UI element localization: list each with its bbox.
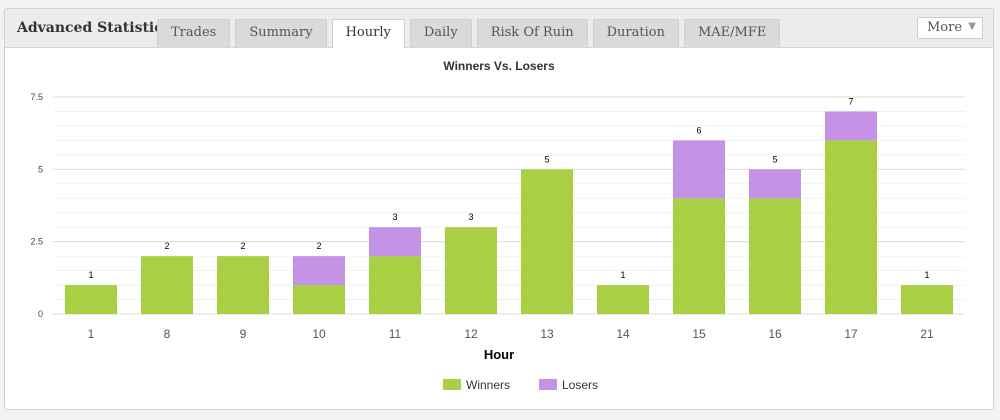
bar-losers	[293, 256, 345, 286]
bar-losers	[749, 169, 801, 199]
bar-winners	[673, 198, 725, 314]
bar-total-label: 2	[316, 241, 321, 251]
y-tick-label: 2.5	[30, 237, 43, 247]
grid-lines	[53, 96, 965, 315]
tab-trades[interactable]: Trades	[157, 19, 231, 47]
x-tick-label: 16	[768, 327, 782, 341]
legend: Winners Losers	[443, 378, 598, 392]
triangle-down-icon: ▼	[968, 21, 976, 32]
bar-total-label: 7	[848, 96, 853, 106]
bar-winners	[749, 198, 801, 314]
bar-total-label: 2	[240, 241, 245, 251]
bar-winners	[369, 256, 421, 314]
more-dropdown-button[interactable]: More ▼	[917, 17, 983, 39]
x-axis-title: Hour	[484, 347, 514, 362]
bar-total-label: 1	[88, 270, 93, 280]
panel-title: Advanced Statistics	[17, 20, 171, 36]
bar-total-label: 1	[924, 270, 929, 280]
bar-total-label: 5	[772, 154, 777, 164]
tab-mae-mfe[interactable]: MAE/MFE	[683, 19, 781, 47]
tab-daily[interactable]: Daily	[409, 19, 472, 47]
bar-losers	[369, 227, 421, 257]
x-tick-label: 8	[164, 327, 171, 341]
x-tick-label: 13	[540, 327, 554, 341]
bar-total-label: 3	[468, 212, 473, 222]
x-tick-label: 17	[844, 327, 858, 341]
bar-winners	[521, 169, 573, 314]
tab-risk-of-ruin[interactable]: Risk Of Ruin	[476, 19, 588, 47]
bar-winners	[901, 285, 953, 314]
legend-label-losers: Losers	[562, 378, 598, 392]
bar-winners	[445, 227, 497, 314]
y-tick-label: 5	[38, 164, 43, 174]
x-tick-label: 15	[692, 327, 706, 341]
x-axis: 1 8 9 10 11 12 13 14 15 16 17 21	[88, 327, 934, 341]
advanced-statistics-panel: Advanced Statistics Trades Summary Hourl…	[4, 8, 994, 410]
bars: 1 2 2 2 3 3 5 1 6 5 7 1	[65, 96, 953, 314]
bar-total-label: 5	[544, 154, 549, 164]
bar-total-label: 3	[392, 212, 397, 222]
more-label: More	[927, 20, 963, 35]
y-tick-label: 7.5	[30, 92, 43, 102]
x-tick-label: 1	[88, 327, 95, 341]
bar-winners	[141, 256, 193, 314]
panel-header: Advanced Statistics Trades Summary Hourl…	[5, 9, 993, 48]
x-tick-label: 10	[312, 327, 326, 341]
bar-losers	[673, 140, 725, 199]
x-tick-label: 21	[920, 327, 934, 341]
tab-hourly[interactable]: Hourly	[331, 19, 405, 48]
tab-summary[interactable]: Summary	[235, 19, 327, 47]
bar-total-label: 2	[164, 241, 169, 251]
bar-winners	[293, 285, 345, 314]
legend-label-winners: Winners	[466, 378, 510, 392]
x-tick-label: 11	[389, 327, 402, 341]
bar-winners	[597, 285, 649, 314]
legend-swatch-losers	[539, 379, 557, 390]
y-tick-label: 0	[38, 309, 43, 319]
x-tick-label: 14	[616, 327, 630, 341]
bar-losers	[825, 111, 877, 141]
bar-total-label: 1	[620, 270, 625, 280]
x-tick-label: 9	[240, 327, 247, 341]
bar-winners	[217, 256, 269, 314]
bar-winners	[825, 140, 877, 314]
y-axis: 0 2.5 5 7.5	[30, 92, 43, 319]
tab-duration[interactable]: Duration	[592, 19, 679, 47]
legend-swatch-winners	[443, 379, 461, 390]
winners-vs-losers-chart: Winners Vs. Losers 02.557.5 12 2 23 3516571…	[30, 59, 965, 392]
bar-winners	[65, 285, 117, 314]
chart-title: Winners Vs. Losers	[443, 59, 555, 73]
bar-total-label: 6	[696, 125, 701, 135]
x-tick-label: 12	[464, 327, 478, 341]
tab-bar: Trades Summary Hourly Daily Risk Of Ruin…	[157, 19, 781, 48]
